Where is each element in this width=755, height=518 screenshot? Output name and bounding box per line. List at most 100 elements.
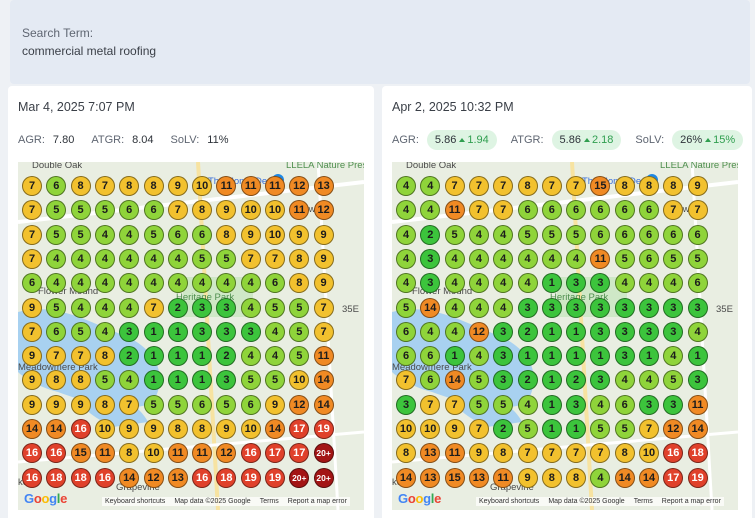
- rank-pin[interactable]: 14: [119, 467, 140, 488]
- rank-pin[interactable]: 4: [265, 321, 285, 342]
- rank-pin[interactable]: 5: [94, 370, 115, 391]
- rank-pin[interactable]: 5: [663, 370, 684, 391]
- rank-pin[interactable]: 6: [566, 200, 587, 221]
- rank-pin[interactable]: 5: [70, 200, 91, 221]
- rank-pin[interactable]: 4: [444, 273, 465, 294]
- rank-pin[interactable]: 1: [167, 346, 188, 367]
- rank-pin[interactable]: 5: [468, 370, 489, 391]
- rank-pin[interactable]: 2: [517, 321, 538, 342]
- rank-pin[interactable]: 4: [94, 321, 115, 342]
- rank-pin[interactable]: 1: [143, 370, 164, 391]
- rank-pin[interactable]: 4: [493, 224, 514, 245]
- rank-pin[interactable]: 7: [663, 200, 684, 221]
- rank-pin[interactable]: 19: [265, 467, 285, 488]
- rank-pin[interactable]: 3: [420, 273, 441, 294]
- rank-pin[interactable]: 9: [216, 419, 237, 439]
- rank-pin[interactable]: 6: [396, 346, 416, 367]
- rank-pin[interactable]: 20+: [313, 467, 334, 488]
- rank-pin[interactable]: 4: [396, 200, 416, 221]
- rank-pin[interactable]: 12: [468, 321, 489, 342]
- rank-pin[interactable]: 14: [639, 467, 659, 488]
- rank-pin[interactable]: 14: [265, 419, 285, 439]
- rank-pin[interactable]: 4: [240, 273, 261, 294]
- rank-pin[interactable]: 4: [240, 297, 261, 318]
- rank-pin[interactable]: 4: [46, 248, 67, 269]
- rank-pin[interactable]: 3: [590, 273, 611, 294]
- rank-pin[interactable]: 5: [143, 394, 164, 415]
- rank-pin[interactable]: 16: [22, 467, 42, 488]
- rank-pin[interactable]: 3: [541, 297, 562, 318]
- rank-pin[interactable]: 5: [517, 224, 538, 245]
- rank-pin[interactable]: 7: [167, 200, 188, 221]
- rank-pin[interactable]: 6: [541, 200, 562, 221]
- rank-pin[interactable]: 7: [566, 443, 587, 464]
- rank-pin[interactable]: 3: [192, 321, 213, 342]
- rank-pin[interactable]: 3: [590, 321, 611, 342]
- rank-pin[interactable]: 4: [614, 273, 635, 294]
- rank-pin[interactable]: 4: [94, 273, 115, 294]
- rank-pin[interactable]: 4: [240, 346, 261, 367]
- rank-pin[interactable]: 14: [46, 419, 67, 439]
- rank-pin[interactable]: 11: [216, 176, 237, 196]
- rank-pin[interactable]: 4: [119, 273, 140, 294]
- rank-pin[interactable]: 18: [70, 467, 91, 488]
- rank-pin[interactable]: 4: [396, 224, 416, 245]
- rank-pin[interactable]: 5: [46, 297, 67, 318]
- rank-pin[interactable]: 6: [614, 394, 635, 415]
- rank-pin[interactable]: 3: [590, 297, 611, 318]
- rank-pin[interactable]: 6: [143, 200, 164, 221]
- rank-pin[interactable]: 4: [119, 224, 140, 245]
- rank-pin[interactable]: 4: [46, 273, 67, 294]
- rank-pin[interactable]: 8: [119, 443, 140, 464]
- rank-pin[interactable]: 5: [590, 419, 611, 439]
- rank-pin[interactable]: 4: [517, 273, 538, 294]
- rank-pin[interactable]: 9: [313, 224, 334, 245]
- rank-pin[interactable]: 7: [313, 297, 334, 318]
- rank-pin[interactable]: 6: [614, 200, 635, 221]
- rank-pin[interactable]: 10: [94, 419, 115, 439]
- rank-pin[interactable]: 3: [240, 321, 261, 342]
- rank-pin[interactable]: 6: [420, 370, 441, 391]
- rank-pin[interactable]: 9: [687, 176, 708, 196]
- rank-pin[interactable]: 4: [192, 273, 213, 294]
- rank-pin[interactable]: 9: [167, 176, 188, 196]
- rank-pin[interactable]: 7: [590, 443, 611, 464]
- rank-pin[interactable]: 9: [313, 248, 334, 269]
- rank-pin[interactable]: 13: [313, 176, 334, 196]
- rank-pin[interactable]: 7: [396, 370, 416, 391]
- rank-pin[interactable]: 7: [265, 248, 285, 269]
- rank-pin[interactable]: 3: [493, 321, 514, 342]
- rank-pin[interactable]: 5: [46, 200, 67, 221]
- rank-pin[interactable]: 14: [687, 419, 708, 439]
- rank-pin[interactable]: 4: [265, 346, 285, 367]
- rank-pin[interactable]: 5: [143, 224, 164, 245]
- rank-pin[interactable]: 12: [313, 200, 334, 221]
- rank-pin[interactable]: 7: [493, 200, 514, 221]
- rank-pin[interactable]: 5: [265, 297, 285, 318]
- rank-pin[interactable]: 6: [420, 346, 441, 367]
- rank-pin[interactable]: 8: [541, 467, 562, 488]
- rank-pin[interactable]: 4: [687, 321, 708, 342]
- rank-pin[interactable]: 9: [46, 394, 67, 415]
- rank-pin[interactable]: 1: [639, 346, 659, 367]
- rank-pin[interactable]: 4: [70, 297, 91, 318]
- rank-pin[interactable]: 9: [468, 443, 489, 464]
- rank-pin[interactable]: 6: [240, 394, 261, 415]
- rank-pin[interactable]: 3: [663, 297, 684, 318]
- rank-pin[interactable]: 3: [590, 370, 611, 391]
- google-logo[interactable]: Google: [24, 491, 68, 506]
- rank-pin[interactable]: 6: [687, 273, 708, 294]
- rank-pin[interactable]: 8: [639, 176, 659, 196]
- rank-pin[interactable]: 6: [192, 224, 213, 245]
- keyboard-shortcuts-link[interactable]: Keyboard shortcuts: [479, 498, 540, 505]
- rank-pin[interactable]: 6: [590, 224, 611, 245]
- rank-pin[interactable]: 7: [46, 346, 67, 367]
- rank-pin[interactable]: 9: [289, 224, 310, 245]
- rank-pin[interactable]: 5: [216, 394, 237, 415]
- rank-pin[interactable]: 2: [167, 297, 188, 318]
- rank-pin[interactable]: 5: [663, 248, 684, 269]
- rank-pin[interactable]: 17: [265, 443, 285, 464]
- rank-pin[interactable]: 7: [22, 200, 42, 221]
- rank-pin[interactable]: 8: [94, 394, 115, 415]
- rank-pin[interactable]: 5: [216, 248, 237, 269]
